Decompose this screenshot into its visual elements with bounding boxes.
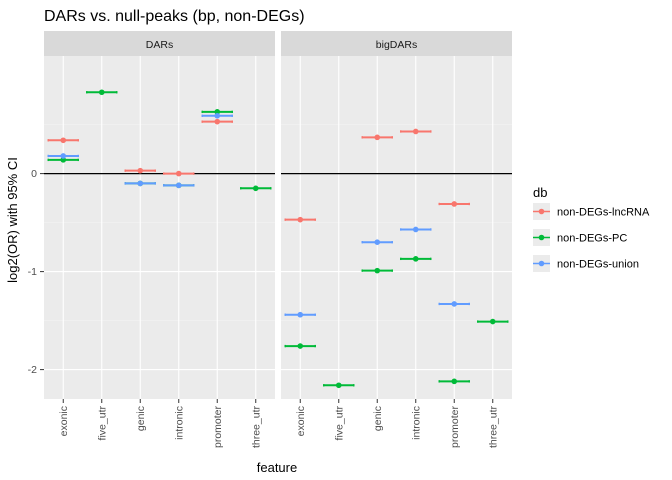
point-non-degs-lncrna [412, 128, 419, 135]
x-tick-label: promoter [449, 405, 461, 448]
facet-panels: DARs exonic five_utr genic intronic promoter t… [44, 31, 512, 448]
point-non-degs-union [60, 153, 67, 159]
point-non-degs-union [374, 239, 381, 245]
legend-item-non-degs-pc: non-DEGs-PC [533, 229, 627, 246]
point-non-degs-lncrna [175, 170, 182, 177]
point-non-degs-lncrna [60, 137, 67, 144]
point-non-degs-pc [451, 378, 458, 385]
x-tick-label: genic [135, 406, 147, 431]
x-tick-label: exonic [58, 406, 70, 436]
point-non-degs-lncrna [137, 167, 144, 174]
legend-key-point [538, 260, 545, 267]
facet-panel-dars: DARs exonic five_utr genic intronic promoter t… [44, 31, 275, 448]
y-tick-label: 0 [31, 168, 37, 180]
point-non-degs-union [137, 180, 144, 187]
x-tick-label: five_utr [333, 406, 345, 441]
point-non-degs-pc [60, 157, 67, 163]
point-non-degs-pc [374, 267, 381, 274]
legend: db non-DEGs-lncRNA non-DEGs-PC non-DEGs-un… [533, 185, 650, 272]
legend-item-non-degs-union: non-DEGs-union [533, 255, 639, 272]
panel-background-dars [44, 56, 275, 399]
point-non-degs-union [297, 311, 304, 318]
legend-title: db [533, 185, 547, 200]
point-non-degs-lncrna [374, 134, 381, 141]
point-non-degs-lncrna [451, 201, 458, 207]
x-axis-title: feature [257, 460, 297, 475]
point-non-degs-lncrna [214, 118, 221, 125]
point-non-degs-pc [297, 343, 304, 349]
point-non-degs-pc [489, 318, 496, 325]
point-non-degs-pc [335, 382, 342, 389]
point-non-degs-pc [98, 89, 105, 96]
point-non-degs-pc [252, 185, 259, 192]
facet-strip-bigdars [281, 31, 512, 56]
point-non-degs-union [451, 301, 458, 307]
point-non-degs-pc [214, 109, 221, 115]
point-non-degs-union [175, 182, 182, 189]
chart-title: DARs vs. null-peaks (bp, non-DEGs) [44, 8, 305, 25]
point-non-degs-union [412, 226, 419, 233]
legend-key-point [538, 234, 545, 241]
y-tick-label: -2 [28, 364, 37, 376]
legend-label: non-DEGs-union [557, 259, 639, 271]
x-tick-label: three_utr [487, 406, 499, 449]
x-tick-label: five_utr [96, 406, 108, 441]
legend-label: non-DEGs-lncRNA [557, 207, 650, 219]
x-tick-label: genic [372, 406, 384, 431]
facet-strip-label: bigDARs [376, 39, 417, 51]
facet-strip-dars [44, 31, 275, 56]
legend-label: non-DEGs-PC [557, 233, 627, 245]
facet-panel-bigdars: bigDARs exonic five_utr genic intronic promot… [281, 31, 512, 448]
x-tick-label: exonic [295, 406, 307, 436]
facet-strip-label: DARs [146, 39, 173, 51]
y-axis-title: log2(OR) with 95% CI [5, 157, 20, 283]
legend-item-non-degs-lncrna: non-DEGs-lncRNA [533, 203, 650, 220]
point-non-degs-union [214, 112, 221, 119]
legend-key-point [538, 208, 545, 215]
point-non-degs-pc [412, 256, 419, 262]
x-tick-label: promoter [212, 405, 224, 448]
y-axis: -2 -1 0 [28, 168, 44, 376]
x-tick-label: intronic [173, 406, 185, 440]
x-tick-label: intronic [410, 406, 422, 440]
y-tick-label: -1 [28, 266, 37, 278]
point-non-degs-lncrna [297, 216, 304, 223]
panel-background-bigdars [281, 56, 512, 399]
x-tick-label: three_utr [250, 406, 262, 449]
